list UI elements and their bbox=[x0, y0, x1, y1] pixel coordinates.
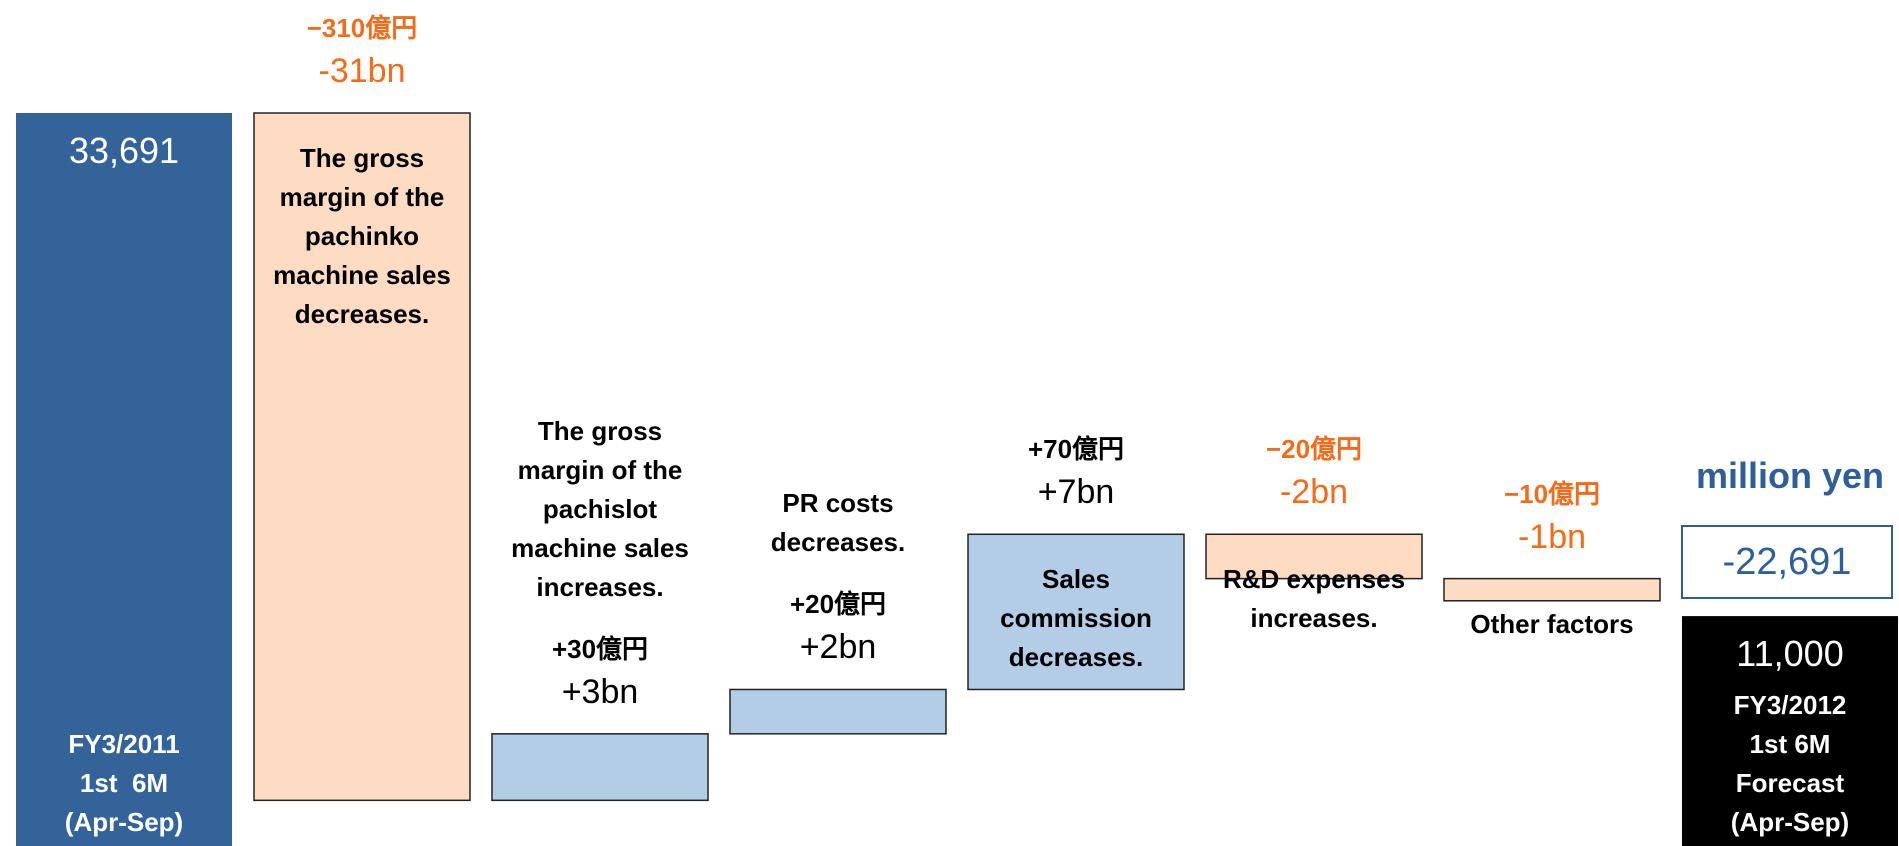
bar bbox=[729, 688, 947, 735]
value-label: +7bn bbox=[1037, 473, 1115, 512]
bar bbox=[1443, 577, 1661, 602]
bar bbox=[253, 112, 471, 802]
value-label-jp: −10億円 bbox=[1503, 478, 1601, 509]
value-label-jp: −310億円 bbox=[306, 13, 418, 43]
bar bbox=[16, 113, 232, 846]
value-label-jp: +30億円 bbox=[551, 633, 649, 664]
category-label: R&D expenses increases. bbox=[1222, 564, 1406, 634]
value-label-jp: +20億円 bbox=[789, 589, 887, 620]
bar bbox=[1205, 533, 1423, 580]
value-label-jp: +70億円 bbox=[1027, 434, 1125, 465]
total-change-label: -22,691 bbox=[1722, 541, 1852, 583]
bar bbox=[967, 533, 1185, 691]
value-label: -31bn bbox=[318, 52, 406, 90]
category-label: Other factors bbox=[1470, 608, 1634, 639]
value-label: +3bn bbox=[561, 672, 639, 711]
bar bbox=[491, 733, 709, 802]
value-label: -2bn bbox=[1279, 473, 1349, 512]
category-label: PR costs decreases. bbox=[770, 488, 906, 558]
value-label: +2bn bbox=[799, 628, 877, 667]
value-label: 11,000 bbox=[1736, 633, 1844, 675]
unit-label: million yen bbox=[1695, 455, 1885, 496]
value-label: -1bn bbox=[1517, 517, 1587, 556]
value-label-jp: −20億円 bbox=[1265, 434, 1363, 465]
bar bbox=[1682, 616, 1898, 846]
category-label: FY3/2011 1st 6M (Apr-Sep) bbox=[64, 729, 184, 837]
category-label: The gross margin of the pachinko machine… bbox=[273, 143, 451, 329]
total-change-box bbox=[1681, 525, 1893, 599]
category-label: Sales commission decreases. bbox=[1000, 564, 1152, 673]
value-label: 33,691 bbox=[68, 130, 180, 171]
category-label: FY3/2012 1st 6M Forecast (Apr-Sep) bbox=[1730, 690, 1850, 837]
category-label: The gross margin of the pachislot machin… bbox=[511, 415, 689, 602]
